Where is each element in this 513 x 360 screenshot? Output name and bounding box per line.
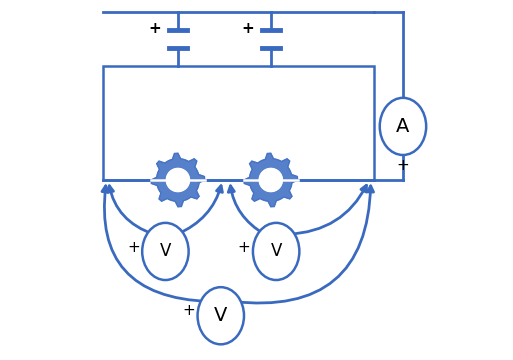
Ellipse shape	[142, 223, 189, 280]
FancyArrowPatch shape	[107, 186, 154, 234]
Text: +: +	[127, 240, 140, 255]
Text: V: V	[270, 242, 282, 260]
Ellipse shape	[380, 98, 426, 155]
Text: V: V	[214, 306, 227, 325]
FancyArrowPatch shape	[177, 186, 223, 234]
Bar	[103, 66, 374, 180]
Ellipse shape	[253, 223, 300, 280]
Ellipse shape	[198, 287, 244, 344]
Circle shape	[260, 169, 282, 191]
Text: A: A	[396, 117, 410, 136]
Text: +: +	[397, 158, 409, 173]
Text: +: +	[182, 303, 195, 318]
Text: +: +	[241, 21, 254, 36]
FancyArrowPatch shape	[232, 186, 373, 303]
FancyArrowPatch shape	[102, 186, 209, 301]
FancyArrowPatch shape	[228, 186, 265, 234]
Polygon shape	[244, 153, 298, 207]
FancyArrowPatch shape	[288, 185, 366, 234]
Text: +: +	[238, 240, 250, 255]
Circle shape	[167, 169, 189, 191]
Polygon shape	[151, 153, 205, 207]
Text: +: +	[148, 21, 161, 36]
Text: V: V	[160, 242, 171, 260]
